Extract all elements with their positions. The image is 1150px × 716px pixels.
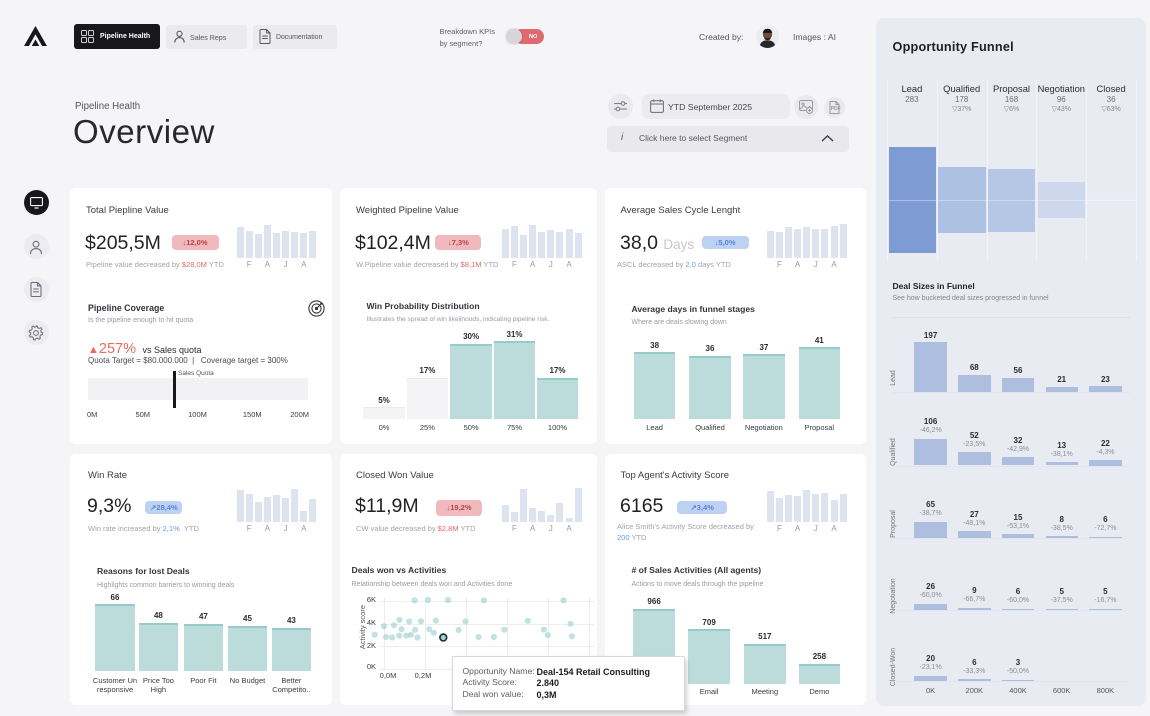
svg-text:PDF: PDF bbox=[831, 106, 841, 112]
